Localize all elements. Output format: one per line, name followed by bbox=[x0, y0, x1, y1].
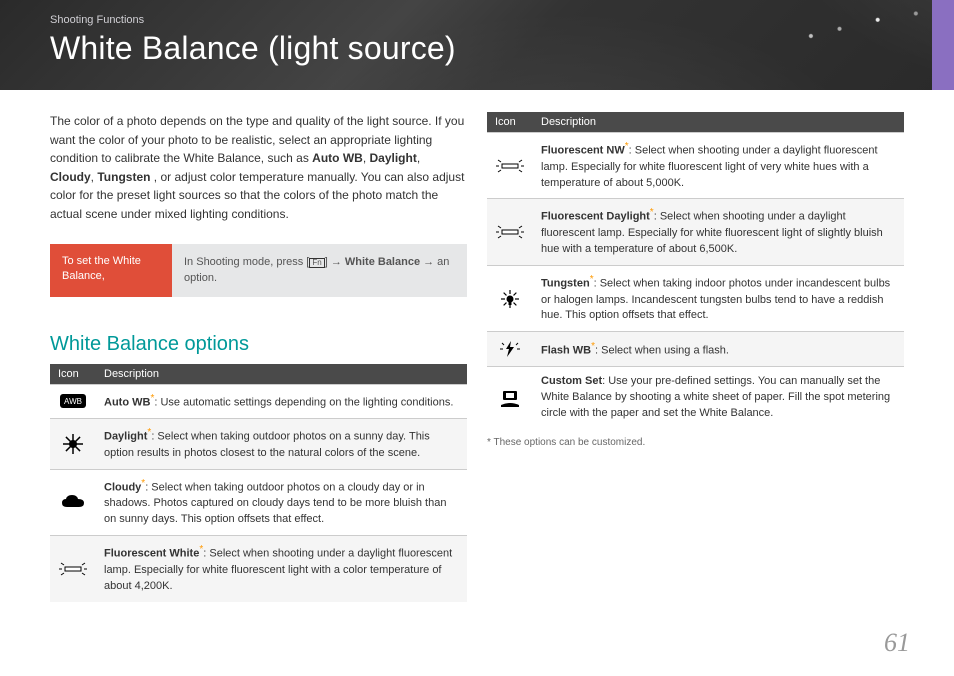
option-text: : Select when taking outdoor photos on a… bbox=[104, 431, 430, 459]
section-heading: White Balance options bbox=[50, 333, 467, 356]
table-row: Tungsten*: Select when taking indoor pho… bbox=[487, 265, 904, 331]
options-table-right: Icon Description Fluorescent NW*: Select… bbox=[487, 112, 904, 429]
intro-bold: Tungsten bbox=[97, 170, 150, 184]
option-text: : Select when taking indoor photos under… bbox=[541, 278, 890, 322]
column-right: Icon Description Fluorescent NW*: Select… bbox=[487, 112, 904, 602]
option-description: Fluorescent White*: Select when shooting… bbox=[96, 536, 467, 602]
bulb-icon bbox=[487, 265, 533, 331]
table-row: Fluorescent Daylight*: Select when shoot… bbox=[487, 199, 904, 265]
options-table-left: Icon Description AWB Auto WB*: Use automa… bbox=[50, 364, 467, 602]
option-title: Tungsten bbox=[541, 278, 590, 290]
option-text: : Use automatic settings depending on th… bbox=[154, 396, 453, 408]
option-title: Auto WB bbox=[104, 396, 150, 408]
flash-icon bbox=[487, 332, 533, 367]
option-description: Flash WB*: Select when using a flash. bbox=[533, 332, 904, 367]
option-description: Tungsten*: Select when taking indoor pho… bbox=[533, 265, 904, 331]
fluor-icon bbox=[50, 536, 96, 602]
option-description: Custom Set: Use your pre-defined setting… bbox=[533, 367, 904, 429]
option-title: Cloudy bbox=[104, 481, 141, 493]
sun-icon bbox=[50, 419, 96, 470]
option-text: : Select when taking outdoor photos on a… bbox=[104, 481, 446, 525]
col-header-icon: Icon bbox=[50, 364, 96, 385]
col-header-desc: Description bbox=[96, 364, 467, 385]
option-description: Auto WB*: Use automatic settings dependi… bbox=[96, 384, 467, 419]
option-title: Flash WB bbox=[541, 344, 591, 356]
callout-instruction: In Shooting mode, press [Fn] → White Bal… bbox=[172, 244, 467, 297]
option-description: Fluorescent NW*: Select when shooting un… bbox=[533, 133, 904, 199]
table-row: Daylight*: Select when taking outdoor ph… bbox=[50, 419, 467, 470]
col-header-icon: Icon bbox=[487, 112, 533, 133]
option-description: Fluorescent Daylight*: Select when shoot… bbox=[533, 199, 904, 265]
option-title: Daylight bbox=[104, 431, 147, 443]
custom-icon bbox=[487, 367, 533, 429]
option-description: Daylight*: Select when taking outdoor ph… bbox=[96, 419, 467, 470]
table-row: Custom Set: Use your pre-defined setting… bbox=[487, 367, 904, 429]
option-title: Fluorescent Daylight bbox=[541, 211, 650, 223]
svg-text:AWB: AWB bbox=[64, 397, 82, 406]
breadcrumb: Shooting Functions bbox=[50, 14, 954, 26]
page-header: Shooting Functions White Balance (light … bbox=[0, 0, 954, 90]
intro-bold: Daylight bbox=[369, 151, 416, 165]
fn-icon: Fn bbox=[309, 258, 324, 269]
option-title: Fluorescent NW bbox=[541, 145, 625, 157]
intro-bold: Cloudy bbox=[50, 170, 91, 184]
fluor-icon bbox=[487, 199, 533, 265]
fluor-icon bbox=[487, 133, 533, 199]
column-left: The color of a photo depends on the type… bbox=[50, 112, 467, 602]
table-row: Fluorescent NW*: Select when shooting un… bbox=[487, 133, 904, 199]
table-row: AWB Auto WB*: Use automatic settings depe… bbox=[50, 384, 467, 419]
option-text: : Select when using a flash. bbox=[595, 344, 729, 356]
page-number: 61 bbox=[884, 628, 910, 658]
table-row: Cloudy*: Select when taking outdoor phot… bbox=[50, 469, 467, 535]
auto-icon: AWB bbox=[50, 384, 96, 419]
callout-label: To set the White Balance, bbox=[50, 244, 172, 297]
page-title: White Balance (light source) bbox=[50, 30, 954, 67]
intro-bold: Auto WB bbox=[312, 151, 363, 165]
page: Shooting Functions White Balance (light … bbox=[0, 0, 954, 676]
content-columns: The color of a photo depends on the type… bbox=[0, 90, 954, 602]
table-footnote: * These options can be customized. bbox=[487, 437, 904, 448]
col-header-desc: Description bbox=[533, 112, 904, 133]
cloud-icon bbox=[50, 469, 96, 535]
table-row: Flash WB*: Select when using a flash. bbox=[487, 332, 904, 367]
option-description: Cloudy*: Select when taking outdoor phot… bbox=[96, 469, 467, 535]
intro-paragraph: The color of a photo depends on the type… bbox=[50, 112, 467, 224]
option-title: Custom Set bbox=[541, 375, 602, 387]
table-row: Fluorescent White*: Select when shooting… bbox=[50, 536, 467, 602]
callout-box: To set the White Balance, In Shooting mo… bbox=[50, 244, 467, 297]
option-title: Fluorescent White bbox=[104, 548, 199, 560]
